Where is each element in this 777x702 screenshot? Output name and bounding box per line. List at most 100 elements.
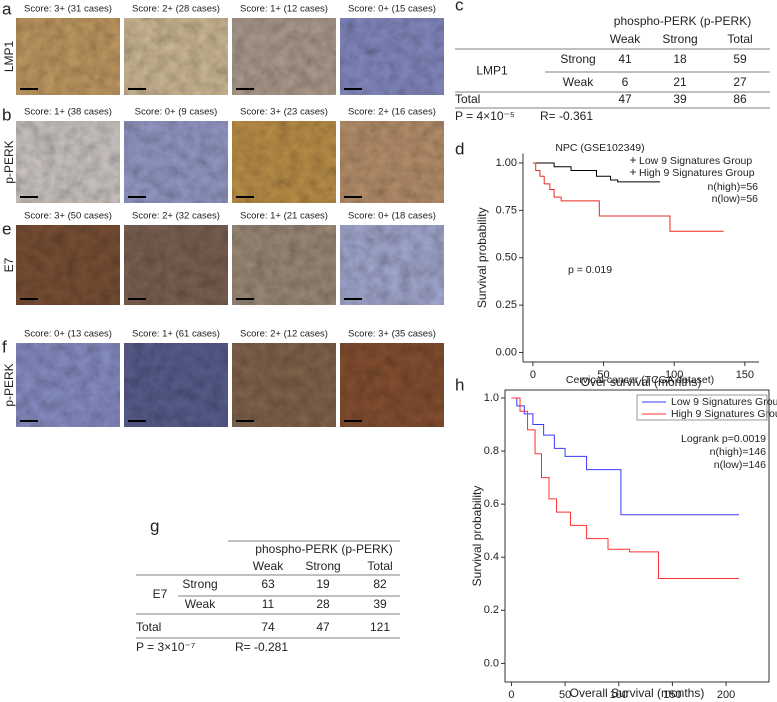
stat-p: P = 4×10⁻⁵: [455, 109, 515, 123]
y-tick-label: 0.50: [496, 252, 517, 264]
row-label: E7: [2, 257, 16, 272]
chart-title: NPC (GSE102349): [555, 142, 644, 154]
legend-frame: [636, 394, 768, 421]
panel-label: b: [2, 105, 11, 124]
score-label: Score: 3+ (35 cases): [348, 329, 436, 340]
panel-label: h: [455, 375, 464, 394]
column-header: Total: [727, 32, 752, 46]
row-group: LMP1: [476, 64, 508, 78]
table-cell: 18: [673, 52, 687, 66]
table-cell: 59: [733, 52, 747, 66]
x-axis-label: Overall Survival (months): [570, 686, 705, 700]
y-axis-label: Survival probability: [475, 207, 489, 308]
column-header: Weak: [610, 32, 641, 46]
annotation: n(low)=56: [712, 193, 759, 205]
score-label: Score: 0+ (13 cases): [24, 329, 112, 340]
annotation: n(high)=56: [708, 181, 759, 193]
chart-title: Cervical cancer (TCGA dataset): [566, 374, 714, 386]
legend-entry: High 9 Signatures Group: [639, 167, 755, 179]
table-cell: 82: [373, 577, 387, 591]
table-cell: 19: [316, 577, 330, 591]
score-label: Score: 1+ (38 cases): [24, 107, 112, 118]
table-cell: 74: [261, 620, 275, 634]
survival-curve: [532, 162, 724, 232]
row-label: Total: [136, 620, 161, 634]
x-tick-label: 0: [508, 689, 514, 701]
table-cell: 27: [733, 75, 747, 89]
table-cell: 63: [261, 577, 275, 591]
micrograph-texture: [124, 343, 228, 427]
score-label: Score: 2+ (32 cases): [132, 211, 220, 222]
legend-swatch: +: [629, 153, 636, 167]
score-label: Score: 3+ (50 cases): [24, 211, 112, 222]
column-header: Strong: [662, 32, 697, 46]
x-axis-label: Over survival (months): [581, 375, 702, 389]
stat-p: P = 3×10⁻⁷: [136, 640, 195, 654]
x-tick-label: 100: [610, 689, 628, 701]
micrograph-texture: [124, 121, 228, 203]
micrograph-texture: [124, 18, 228, 95]
legend-swatch: +: [629, 165, 636, 179]
micrograph-texture: [16, 121, 120, 203]
row-label: Strong: [560, 52, 595, 66]
annotation: n(high)=146: [710, 446, 766, 458]
row-label: Total: [455, 92, 480, 106]
table-cell: 47: [316, 620, 330, 634]
score-label: Score: 1+ (21 cases): [240, 211, 328, 222]
table-cell: 11: [262, 597, 275, 611]
y-tick-label: 0.0: [484, 657, 499, 669]
column-header: Strong: [305, 559, 340, 573]
micrograph-texture: [16, 18, 120, 95]
column-header: Total: [367, 559, 392, 573]
survival-curve: [511, 397, 739, 579]
y-tick-label: 1.00: [496, 157, 517, 169]
micrograph-texture: [340, 225, 444, 305]
panel-label: d: [455, 139, 464, 158]
x-tick-label: 200: [717, 689, 735, 701]
y-tick-label: 0.2: [484, 604, 499, 616]
micrograph-texture: [340, 18, 444, 95]
x-tick-label: 50: [559, 689, 571, 701]
score-label: Score: 3+ (23 cases): [240, 107, 328, 118]
micrograph-texture: [16, 343, 120, 427]
y-tick-label: 0.4: [484, 551, 499, 563]
annotation: Logrank p=0.0019: [681, 433, 766, 445]
micrograph-texture: [340, 121, 444, 203]
score-label: Score: 2+ (16 cases): [348, 107, 436, 118]
annotation: p = 0.019: [568, 264, 612, 276]
micrograph-texture: [232, 18, 336, 95]
panel-label: e: [2, 219, 11, 238]
table-cell: 39: [373, 597, 387, 611]
legend-entry: Low 9 Signatures Group: [671, 396, 777, 408]
score-label: Score: 3+ (31 cases): [24, 4, 112, 15]
y-tick-label: 0.75: [496, 204, 517, 216]
score-label: Score: 1+ (61 cases): [132, 329, 220, 340]
legend-entry: High 9 Signatures Group: [671, 408, 777, 420]
micrograph-texture: [340, 343, 444, 427]
row-label: p-PERK: [2, 363, 16, 406]
panel-label: g: [150, 516, 159, 535]
x-tick-label: 100: [665, 369, 683, 381]
row-label: Strong: [182, 577, 217, 591]
score-label: Score: 2+ (12 cases): [240, 329, 328, 340]
y-axis-label: Survival probability: [470, 486, 484, 587]
row-group: E7: [153, 587, 168, 601]
annotation: n(low)=146: [714, 459, 766, 471]
table-cell: 6: [622, 75, 629, 89]
y-tick-label: 0.8: [484, 445, 499, 457]
table-cell: 21: [673, 75, 687, 89]
table-cell: 121: [370, 620, 390, 634]
row-label: LMP1: [2, 41, 16, 73]
survival-curve: [532, 162, 661, 183]
table-cell: 47: [618, 92, 632, 106]
table-cell: 86: [733, 92, 747, 106]
x-tick-label: 0: [530, 369, 536, 381]
score-label: Score: 2+ (28 cases): [132, 4, 220, 15]
micrograph-texture: [124, 225, 228, 305]
micrograph-texture: [232, 343, 336, 427]
micrograph-texture: [16, 225, 120, 305]
score-label: Score: 1+ (12 cases): [240, 4, 328, 15]
score-label: Score: 0+ (18 cases): [348, 211, 436, 222]
panel-label: c: [455, 0, 464, 14]
